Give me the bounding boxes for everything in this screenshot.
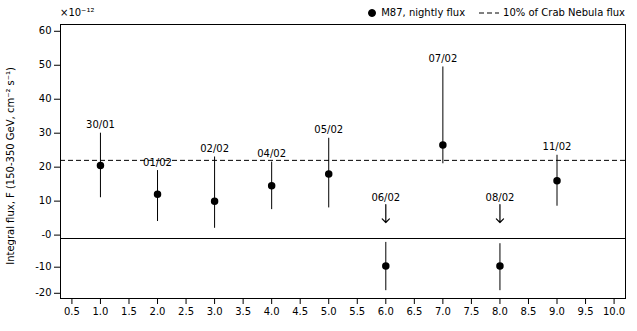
svg-text:30: 30 [39, 127, 52, 138]
svg-text:02/02: 02/02 [200, 143, 229, 154]
svg-text:07/02: 07/02 [428, 53, 457, 64]
svg-text:2.0: 2.0 [150, 306, 166, 317]
svg-text:10.0: 10.0 [603, 306, 625, 317]
svg-text:11/02: 11/02 [543, 141, 572, 152]
svg-text:1.0: 1.0 [92, 306, 108, 317]
svg-text:04/02: 04/02 [257, 148, 286, 159]
svg-text:0.5: 0.5 [64, 306, 80, 317]
html-text:M87, nightly flux: M87, nightly flux [381, 7, 466, 18]
svg-text:8.5: 8.5 [521, 306, 537, 317]
svg-text:06/02: 06/02 [371, 192, 400, 203]
svg-text:50: 50 [39, 59, 52, 70]
svg-text:4.5: 4.5 [292, 306, 308, 317]
html-text:10% of Crab Nebula flux: 10% of Crab Nebula flux [503, 7, 625, 18]
svg-text:2.5: 2.5 [178, 306, 194, 317]
svg-text:30/01: 30/01 [86, 119, 115, 130]
html-text:×10⁻¹²: ×10⁻¹² [60, 7, 95, 18]
svg-text:05/02: 05/02 [314, 124, 343, 135]
svg-text:01/02: 01/02 [143, 157, 172, 168]
svg-text:9.0: 9.0 [549, 306, 565, 317]
html-text:Integral flux, F (150-350 GeV,: Integral flux, F (150-350 GeV, cm⁻² s⁻¹) [4, 66, 16, 265]
svg-text:9.5: 9.5 [578, 306, 594, 317]
svg-text:40: 40 [39, 93, 52, 104]
svg-text:1.5: 1.5 [121, 306, 137, 317]
svg-text:20: 20 [39, 161, 52, 172]
svg-text:10: 10 [39, 195, 52, 206]
svg-text:7.5: 7.5 [463, 306, 479, 317]
svg-text:6.0: 6.0 [378, 306, 394, 317]
svg-text:-10: -10 [35, 261, 51, 272]
svg-text:8.0: 8.0 [492, 306, 508, 317]
svg-text:3.0: 3.0 [207, 306, 223, 317]
svg-text:5.5: 5.5 [349, 306, 365, 317]
svg-text:5.0: 5.0 [321, 306, 337, 317]
svg-text:7.0: 7.0 [435, 306, 451, 317]
svg-text:-20: -20 [35, 287, 51, 298]
svg-text:3.5: 3.5 [235, 306, 251, 317]
svg-text:6.5: 6.5 [406, 306, 422, 317]
svg-text:08/02: 08/02 [486, 192, 515, 203]
svg-text:-0: -0 [42, 229, 52, 238]
svg-text:4.0: 4.0 [264, 306, 280, 317]
svg-text:60: 60 [39, 25, 52, 36]
